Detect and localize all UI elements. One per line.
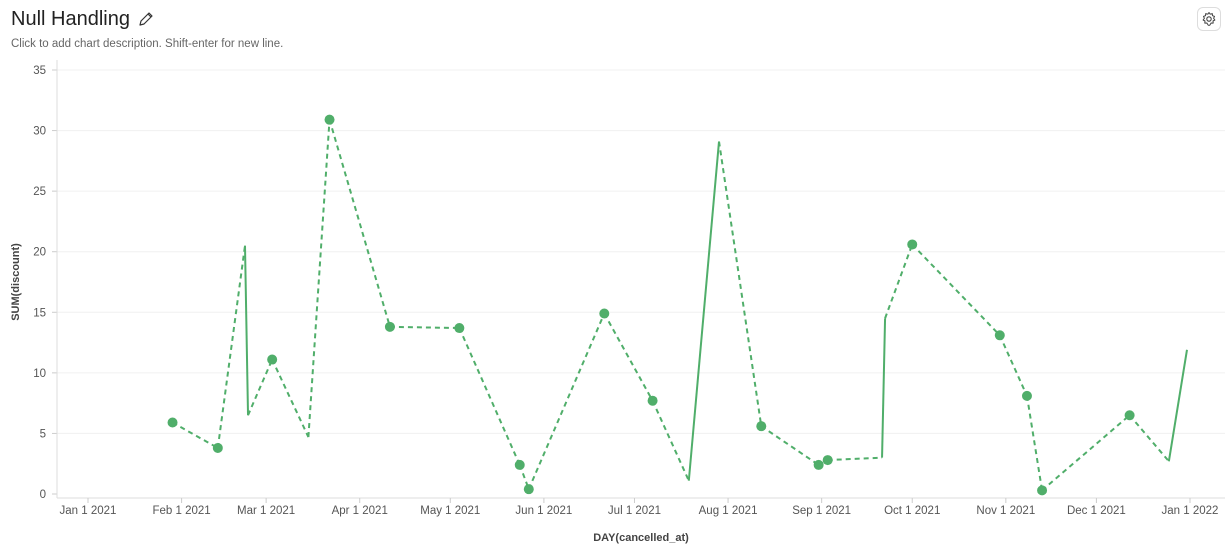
x-tick-label: Sep 1 2021 — [792, 505, 851, 517]
y-tick-label: 10 — [33, 368, 46, 380]
solid-segment — [881, 318, 887, 458]
y-tick-label: 5 — [40, 428, 46, 440]
dashed-segment — [911, 243, 1001, 336]
data-point — [454, 323, 465, 334]
solid-segment — [687, 141, 721, 481]
data-point — [523, 484, 534, 495]
y-tick-label: 35 — [33, 65, 46, 77]
dashed-segment — [1128, 414, 1170, 462]
x-tick-label: Mar 1 2021 — [237, 505, 295, 517]
data-point — [324, 114, 335, 125]
dashed-segment — [827, 456, 883, 462]
solid-segment — [1167, 349, 1188, 462]
data-point — [267, 354, 278, 365]
x-tick-label: Nov 1 2021 — [976, 505, 1035, 517]
data-point — [822, 455, 833, 466]
x-tick-label: Apr 1 2021 — [332, 505, 388, 517]
data-point — [1021, 390, 1032, 401]
dashed-segment — [271, 359, 310, 438]
data-point — [907, 239, 918, 250]
x-tick-label: Oct 1 2021 — [884, 505, 940, 517]
dashed-segment — [458, 327, 521, 466]
dashed-segment — [172, 421, 219, 449]
dashed-segment — [307, 119, 331, 438]
dashed-segment — [884, 244, 914, 319]
pencil-icon[interactable] — [137, 10, 155, 28]
x-tick-label: Aug 1 2021 — [699, 505, 758, 517]
gear-icon — [1202, 12, 1216, 26]
x-tick-label: Jun 1 2021 — [515, 505, 572, 517]
chart-description[interactable]: Click to add chart description. Shift-en… — [11, 38, 284, 50]
data-point — [599, 308, 610, 319]
data-point — [1037, 485, 1048, 496]
data-point — [212, 442, 223, 453]
dashed-segment — [527, 313, 606, 490]
data-point — [756, 421, 767, 432]
data-point — [1124, 410, 1135, 421]
y-tick-label: 20 — [33, 247, 46, 259]
y-tick-label: 30 — [33, 126, 46, 138]
y-tick-label: 25 — [33, 186, 46, 198]
dashed-segment — [998, 334, 1028, 397]
x-tick-label: Jan 1 2022 — [1162, 505, 1219, 517]
y-axis-title: SUM(discount) — [10, 243, 22, 321]
data-point — [647, 395, 658, 406]
dashed-segment — [247, 359, 274, 416]
dashed-segment — [1025, 395, 1044, 491]
x-tick-label: Dec 1 2021 — [1067, 505, 1126, 517]
x-tick-label: Jan 1 2021 — [60, 505, 117, 517]
dashed-segment — [216, 245, 246, 449]
dashed-segment — [1041, 414, 1131, 492]
solid-segment — [243, 245, 250, 416]
data-point — [514, 459, 525, 470]
settings-button[interactable] — [1197, 7, 1221, 31]
x-tick-label: Jul 1 2021 — [608, 505, 661, 517]
dashed-segment — [718, 141, 763, 427]
x-axis-title: DAY(cancelled_at) — [593, 532, 689, 544]
dashed-segment — [389, 325, 460, 330]
chart-title[interactable]: Null Handling — [11, 8, 130, 30]
data-point — [167, 417, 178, 428]
y-tick-label: 15 — [33, 307, 46, 319]
data-point — [994, 330, 1005, 341]
data-point — [384, 321, 395, 332]
x-tick-label: Feb 1 2021 — [153, 505, 211, 517]
data-point — [813, 459, 824, 470]
dashed-segment — [328, 119, 391, 328]
y-tick-label: 0 — [40, 489, 46, 501]
dashed-segment — [760, 425, 820, 466]
x-tick-label: May 1 2021 — [420, 505, 480, 517]
dashed-segment — [603, 313, 654, 402]
dashed-segment — [651, 400, 690, 482]
